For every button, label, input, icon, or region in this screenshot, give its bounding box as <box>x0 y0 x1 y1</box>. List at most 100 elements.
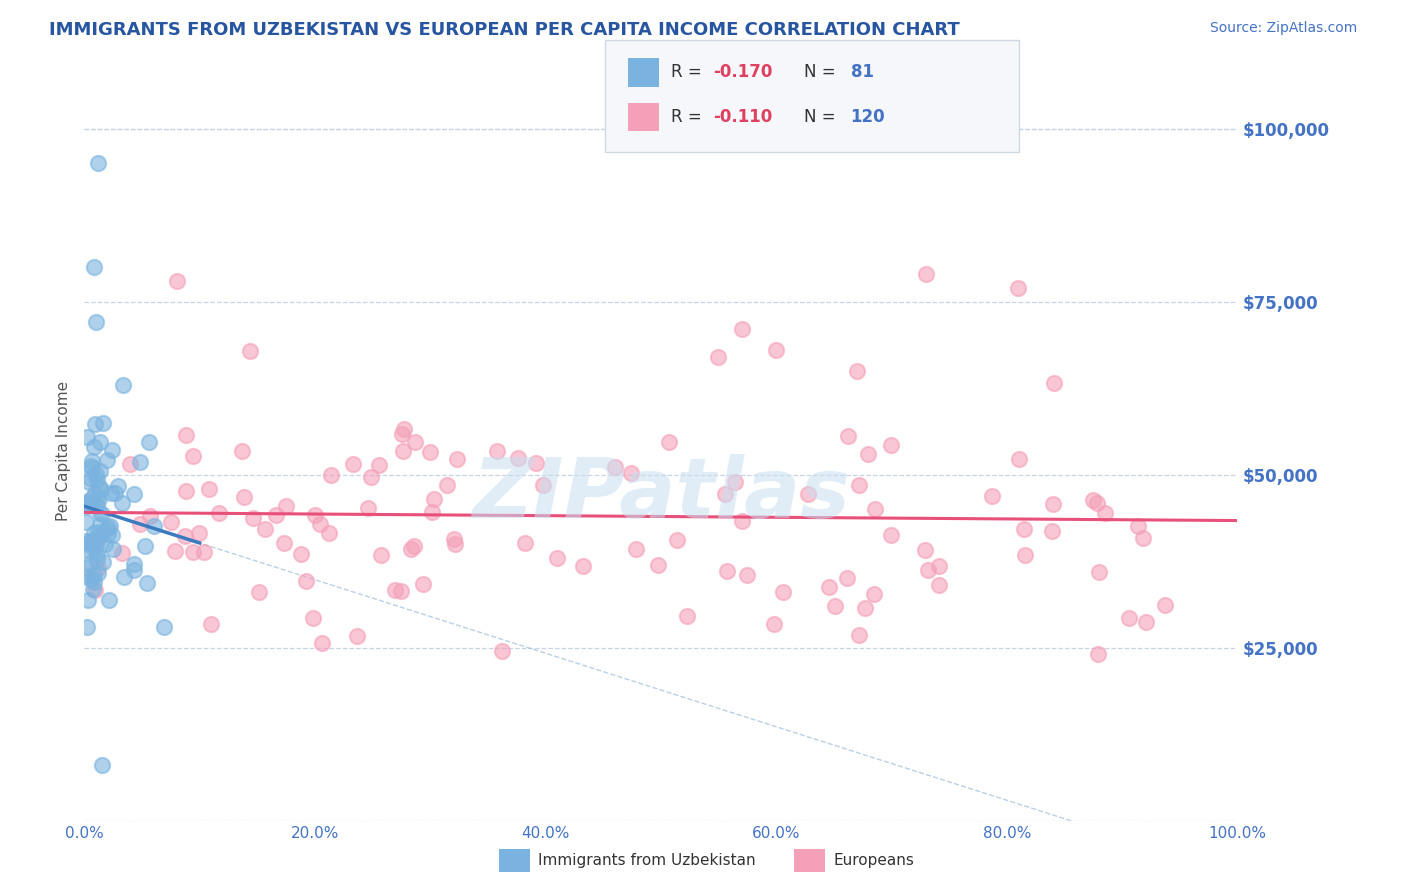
Point <box>89 517 111 532</box>
Point <box>928 558 950 573</box>
Point <box>1081 493 1104 508</box>
Point <box>100 486 122 500</box>
Point <box>399 542 422 557</box>
Point <box>928 578 950 592</box>
Point <box>86 547 108 561</box>
Point <box>1118 611 1140 625</box>
Text: Europeans: Europeans <box>834 854 915 868</box>
Point <box>367 458 389 473</box>
Y-axis label: Per Capita Income: Per Capita Income <box>56 380 72 521</box>
Point <box>75 533 97 548</box>
Point <box>980 489 1002 503</box>
Point <box>420 505 443 519</box>
Point <box>208 507 231 521</box>
Point <box>880 528 903 542</box>
Point <box>370 549 392 563</box>
Point <box>817 580 839 594</box>
Point <box>707 350 730 364</box>
Point <box>1135 615 1157 629</box>
Point <box>865 502 887 516</box>
Point <box>98 519 121 533</box>
Point <box>138 435 160 450</box>
Point <box>174 484 197 499</box>
Point <box>80 540 103 554</box>
Point <box>87 156 110 170</box>
Point <box>122 557 145 571</box>
Point <box>111 377 134 392</box>
Point <box>848 477 870 491</box>
Point <box>391 427 413 442</box>
Point <box>531 478 554 492</box>
Point <box>112 570 135 584</box>
Point <box>82 582 104 597</box>
Point <box>1132 531 1154 545</box>
Point <box>1094 506 1116 520</box>
Point <box>79 556 101 570</box>
Point <box>80 534 103 549</box>
Point <box>797 486 820 500</box>
Point <box>772 585 794 599</box>
Point <box>97 527 120 541</box>
Point <box>346 629 368 643</box>
Point <box>856 447 879 461</box>
Point <box>392 422 415 436</box>
Point <box>75 497 97 511</box>
Point <box>86 524 108 539</box>
Point <box>118 457 141 471</box>
Point <box>264 508 287 523</box>
Text: R =: R = <box>671 63 707 81</box>
Point <box>111 496 134 510</box>
Point <box>491 644 513 658</box>
Point <box>254 522 277 536</box>
Point <box>402 539 425 553</box>
Point <box>197 482 219 496</box>
Point <box>848 627 870 641</box>
Point <box>917 563 939 577</box>
Point <box>1087 647 1109 661</box>
Point <box>446 452 468 467</box>
Point <box>84 417 107 431</box>
Point <box>87 532 110 546</box>
Text: R =: R = <box>671 108 707 126</box>
Point <box>80 545 103 559</box>
Point <box>412 576 434 591</box>
Point <box>111 546 134 560</box>
Text: N =: N = <box>804 108 841 126</box>
Point <box>142 518 165 533</box>
Point <box>724 475 747 490</box>
Point <box>319 468 342 483</box>
Point <box>181 544 204 558</box>
Point <box>122 487 145 501</box>
Point <box>1040 524 1063 538</box>
Text: -0.170: -0.170 <box>713 63 772 81</box>
Point <box>77 592 100 607</box>
Point <box>443 532 465 546</box>
Point <box>84 485 107 500</box>
Point <box>247 585 270 599</box>
Point <box>83 568 105 582</box>
Point <box>714 487 737 501</box>
Point <box>384 583 406 598</box>
Text: N =: N = <box>804 63 841 81</box>
Point <box>89 506 111 520</box>
Point <box>666 533 689 547</box>
Point <box>174 427 197 442</box>
Point <box>86 473 108 487</box>
Point <box>1128 518 1150 533</box>
Point <box>853 600 876 615</box>
Point <box>676 609 699 624</box>
Point <box>231 444 253 458</box>
Point <box>91 555 114 569</box>
Point <box>87 491 110 506</box>
Point <box>93 417 115 431</box>
Point <box>392 444 415 458</box>
Point <box>716 564 738 578</box>
Point <box>82 491 104 505</box>
Text: ZIPatlas: ZIPatlas <box>472 454 849 535</box>
Point <box>304 508 326 523</box>
Point <box>436 477 458 491</box>
Text: IMMIGRANTS FROM UZBEKISTAN VS EUROPEAN PER CAPITA INCOME CORRELATION CHART: IMMIGRANTS FROM UZBEKISTAN VS EUROPEAN P… <box>49 21 960 38</box>
Point <box>444 537 467 551</box>
Point <box>80 454 103 468</box>
Point <box>309 516 332 531</box>
